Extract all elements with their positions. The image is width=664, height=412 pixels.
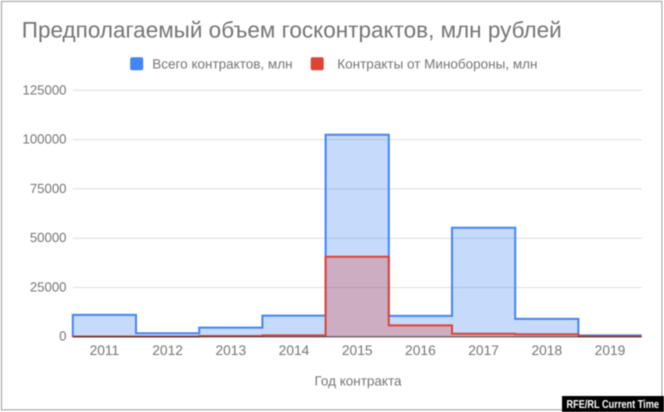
svg-text:Год контракта: Год контракта [314,374,402,389]
svg-text:125000: 125000 [22,82,66,97]
svg-text:0: 0 [59,328,66,343]
svg-text:RFE/RL Current Time: RFE/RL Current Time [567,399,660,411]
svg-text:2016: 2016 [405,343,436,358]
svg-text:2013: 2013 [215,343,246,358]
svg-text:Всего контрактов, млн: Всего контрактов, млн [152,56,292,71]
svg-text:2019: 2019 [595,343,626,358]
svg-text:2015: 2015 [342,343,373,358]
svg-text:50000: 50000 [30,230,67,245]
svg-text:75000: 75000 [30,181,67,196]
svg-text:2018: 2018 [531,343,562,358]
svg-text:100000: 100000 [22,132,66,147]
svg-text:25000: 25000 [30,280,67,295]
svg-text:2012: 2012 [152,343,183,358]
svg-text:Контракты от Минобороны, млн: Контракты от Минобороны, млн [337,56,537,71]
svg-text:Предполагаемый объем госконтра: Предполагаемый объем госконтрактов, млн … [22,18,562,43]
svg-text:2017: 2017 [468,343,499,358]
svg-text:2011: 2011 [90,343,120,358]
svg-text:2014: 2014 [279,343,310,358]
